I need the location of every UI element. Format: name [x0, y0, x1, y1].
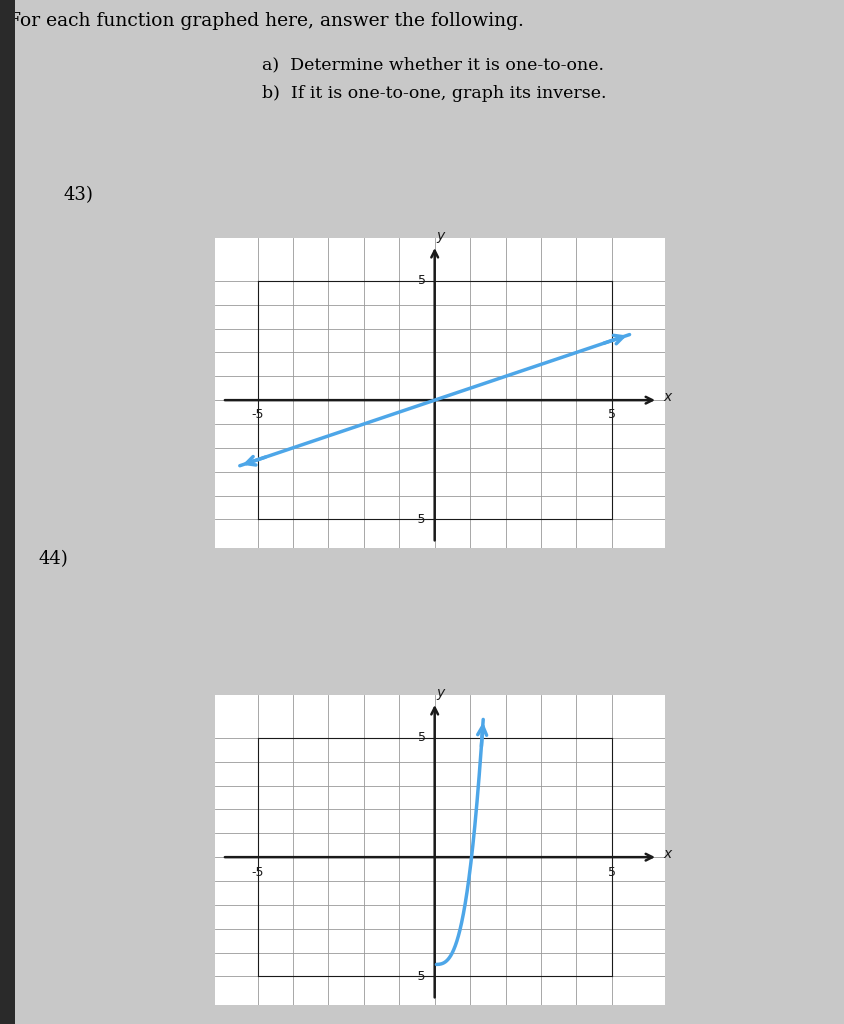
Text: y: y: [436, 228, 444, 243]
Text: -5: -5: [251, 865, 263, 879]
Text: y: y: [436, 686, 444, 699]
Text: -5: -5: [413, 970, 425, 983]
Text: -5: -5: [251, 409, 263, 422]
Text: 43): 43): [63, 186, 93, 205]
Text: a)  Determine whether it is one-to-one.: a) Determine whether it is one-to-one.: [262, 56, 603, 74]
Text: 5: 5: [417, 731, 425, 744]
Text: x: x: [663, 847, 671, 860]
Text: -5: -5: [413, 513, 425, 526]
Text: x: x: [663, 389, 671, 403]
Text: 5: 5: [607, 865, 615, 879]
Text: b)  If it is one-to-one, graph its inverse.: b) If it is one-to-one, graph its invers…: [262, 85, 606, 102]
Text: 5: 5: [607, 409, 615, 422]
Text: For each function graphed here, answer the following.: For each function graphed here, answer t…: [8, 12, 524, 31]
Text: 5: 5: [417, 274, 425, 288]
Text: 44): 44): [38, 550, 68, 568]
